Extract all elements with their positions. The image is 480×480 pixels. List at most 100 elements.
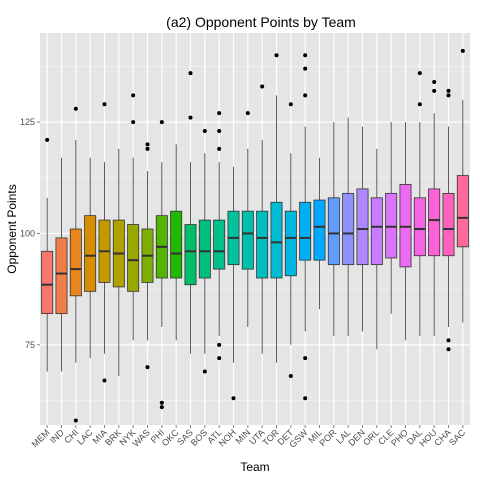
box-iqr bbox=[370, 197, 383, 266]
outlier-point bbox=[217, 111, 222, 116]
outlier-point bbox=[102, 102, 107, 107]
box-ORL bbox=[370, 148, 383, 350]
box-UTA bbox=[256, 84, 269, 354]
outlier-point bbox=[460, 48, 465, 53]
outlier-point bbox=[202, 369, 207, 374]
box-SAC bbox=[456, 48, 469, 323]
outlier-point bbox=[217, 342, 222, 347]
box-GSW bbox=[299, 53, 312, 401]
outlier-point bbox=[159, 120, 164, 125]
box-CHA bbox=[442, 88, 455, 352]
box-iqr bbox=[270, 201, 283, 279]
x-axis-title: Team bbox=[240, 460, 269, 474]
box-HOU bbox=[428, 80, 441, 336]
box-iqr bbox=[284, 210, 297, 277]
box-LAC bbox=[84, 157, 97, 359]
outlier-point bbox=[446, 88, 451, 93]
outlier-point bbox=[73, 418, 78, 423]
box-iqr bbox=[428, 188, 441, 257]
box-iqr bbox=[184, 224, 197, 286]
box-iqr bbox=[313, 199, 326, 261]
box-MIL bbox=[313, 157, 326, 310]
box-iqr bbox=[442, 192, 455, 257]
outlier-point bbox=[288, 102, 293, 107]
box-iqr bbox=[299, 201, 312, 261]
box-iqr bbox=[213, 219, 226, 270]
box-iqr bbox=[41, 250, 54, 315]
box-iqr bbox=[84, 215, 97, 292]
outlier-point bbox=[303, 66, 308, 71]
box-MIA bbox=[98, 102, 111, 383]
outlier-point bbox=[288, 374, 293, 378]
box-DAL bbox=[413, 71, 426, 336]
outlier-point bbox=[159, 405, 164, 410]
outlier-point bbox=[446, 347, 451, 352]
outlier-point bbox=[417, 102, 422, 107]
box-BOS bbox=[198, 129, 211, 374]
outlier-point bbox=[217, 146, 222, 151]
outlier-point bbox=[145, 146, 150, 151]
box-CHI bbox=[69, 106, 82, 423]
outlier-point bbox=[260, 84, 265, 89]
outlier-point bbox=[202, 129, 207, 133]
outlier-point bbox=[231, 396, 236, 401]
outlier-point bbox=[159, 400, 164, 405]
outlier-point bbox=[217, 356, 222, 361]
box-LAL bbox=[342, 117, 355, 336]
box-SAS bbox=[184, 71, 197, 354]
box-iqr bbox=[456, 175, 469, 248]
box-iqr bbox=[356, 188, 369, 266]
y-axis-title: Opponent Points bbox=[5, 184, 19, 273]
outlier-point bbox=[303, 53, 308, 58]
box-iqr bbox=[170, 210, 183, 279]
y-tick-label: 75 bbox=[25, 340, 35, 350]
outlier-point bbox=[303, 356, 308, 361]
box-OKC bbox=[170, 144, 183, 341]
y-axis: 75 100 125 bbox=[20, 117, 40, 350]
outlier-point bbox=[145, 142, 150, 147]
outlier-point bbox=[446, 338, 451, 343]
box-CLE bbox=[385, 122, 398, 314]
outlier-point bbox=[446, 93, 451, 98]
outlier-point bbox=[303, 396, 308, 401]
plot-panel bbox=[40, 33, 470, 425]
box-MIN bbox=[241, 111, 254, 327]
box-iqr bbox=[385, 192, 398, 259]
box-TOR bbox=[270, 53, 283, 363]
x-axis: MEMINDCHILACMIABRKNYKWASPHIOKCSASBOSATLN… bbox=[30, 425, 468, 450]
outlier-point bbox=[145, 365, 150, 370]
box-NOH bbox=[227, 166, 240, 401]
box-POR bbox=[327, 122, 340, 336]
box-PHO bbox=[399, 122, 412, 341]
outlier-point bbox=[217, 129, 222, 133]
x-tick-label: SAC bbox=[447, 427, 468, 448]
box-iqr bbox=[241, 210, 254, 270]
box-iqr bbox=[399, 184, 412, 268]
box-iqr bbox=[127, 224, 140, 292]
y-tick-label: 125 bbox=[20, 117, 35, 127]
outlier-point bbox=[102, 378, 107, 383]
box-WAS bbox=[141, 142, 154, 370]
box-iqr bbox=[413, 197, 426, 257]
box-iqr bbox=[256, 210, 269, 279]
box-iqr bbox=[327, 197, 340, 266]
outlier-point bbox=[303, 93, 308, 98]
box-NYK bbox=[127, 93, 140, 341]
outlier-point bbox=[432, 88, 437, 93]
box-IND bbox=[55, 157, 68, 372]
box-ATL bbox=[213, 111, 226, 361]
box-iqr bbox=[69, 228, 82, 297]
box-PHI bbox=[155, 120, 168, 410]
box-iqr bbox=[198, 219, 211, 279]
outlier-point bbox=[188, 71, 193, 76]
outlier-point bbox=[73, 106, 78, 111]
outlier-point bbox=[188, 115, 193, 120]
outlier-point bbox=[131, 93, 136, 98]
box-BRK bbox=[112, 148, 125, 376]
outlier-point bbox=[131, 120, 136, 125]
outlier-point bbox=[274, 53, 279, 58]
outlier-point bbox=[245, 111, 250, 116]
y-tick-label: 100 bbox=[20, 228, 35, 238]
outlier-point bbox=[432, 80, 437, 84]
